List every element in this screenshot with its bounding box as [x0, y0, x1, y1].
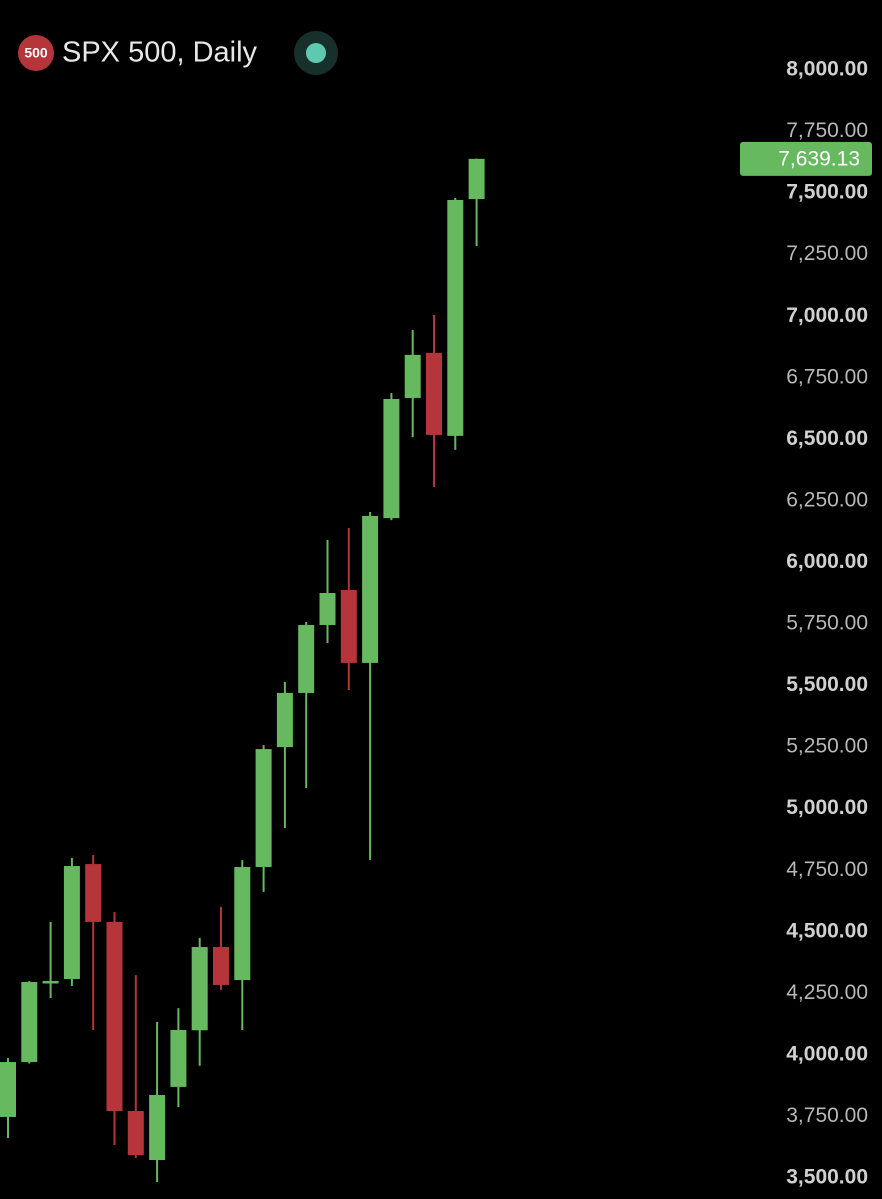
symbol-badge	[18, 35, 54, 71]
candle-body	[468, 158, 485, 200]
candle-body	[63, 866, 80, 980]
last-price-label: 7,639.13	[778, 147, 860, 170]
candle-body	[298, 624, 315, 693]
candle-body	[383, 398, 400, 519]
y-tick-label: 6,750.00	[786, 365, 868, 388]
y-tick-label: 4,750.00	[786, 858, 868, 881]
candle-body	[21, 982, 38, 1063]
candle-body	[234, 867, 251, 981]
chart-title: SPX 500, Daily	[62, 37, 258, 69]
candle-body	[85, 864, 102, 922]
candle-body	[0, 1062, 16, 1117]
y-tick-label: 6,250.00	[786, 488, 868, 511]
y-tick-label: 8,000.00	[786, 58, 868, 81]
candle-body	[404, 354, 421, 398]
y-tick-label: 5,250.00	[786, 735, 868, 758]
candle-body	[447, 200, 464, 436]
y-tick-label: 4,000.00	[786, 1042, 868, 1065]
candle-body	[191, 947, 208, 1031]
last-price-box	[740, 141, 872, 176]
candle-body	[106, 921, 123, 1112]
y-tick-label: 4,250.00	[786, 981, 868, 1004]
y-tick-label: 7,000.00	[786, 304, 868, 327]
y-tick-label: 5,500.00	[786, 673, 868, 696]
y-tick-label: 6,500.00	[786, 427, 868, 450]
symbol-badge-text: 500	[24, 45, 48, 61]
candle-body	[213, 947, 229, 985]
y-tick-label: 6,000.00	[786, 550, 868, 573]
candle-body	[127, 1111, 144, 1156]
y-tick-label: 7,500.00	[786, 181, 868, 204]
candle-body	[149, 1095, 166, 1161]
candle-body	[42, 981, 59, 984]
candle-body	[255, 749, 272, 868]
y-tick-label: 3,750.00	[786, 1104, 868, 1127]
candle-body	[426, 352, 442, 435]
y-tick-label: 5,750.00	[786, 612, 868, 635]
y-tick-label: 7,750.00	[786, 119, 868, 142]
status-dot	[306, 43, 326, 63]
candle-body	[170, 1030, 187, 1087]
y-tick-label: 5,000.00	[786, 796, 868, 819]
candle-body	[276, 692, 293, 748]
y-tick-label: 4,500.00	[786, 919, 868, 942]
candle-body	[340, 590, 357, 663]
y-tick-label: 7,250.00	[786, 242, 868, 265]
y-tick-label: 3,500.00	[786, 1166, 868, 1189]
candle-body	[362, 515, 379, 663]
candle-body	[319, 592, 336, 625]
